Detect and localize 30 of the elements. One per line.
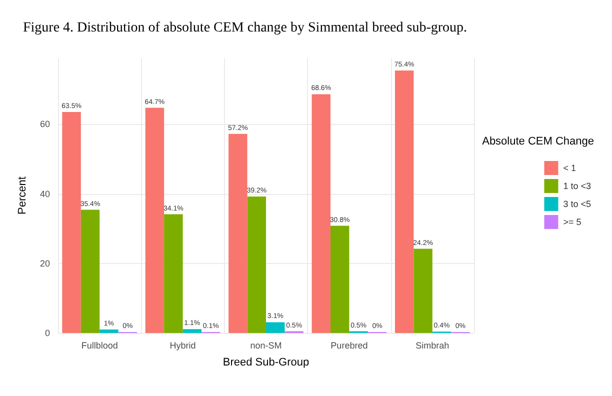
x-tick-label: Fullblood [81, 340, 118, 350]
bar [80, 210, 100, 333]
x-tick-label: non-SM [250, 340, 282, 350]
bar [62, 112, 81, 333]
legend-title: Absolute CEM Change [482, 136, 594, 148]
y-tick-label: 60 [40, 119, 50, 130]
bar [312, 94, 330, 333]
legend-label: 1 to <3 [563, 181, 592, 191]
bar [414, 248, 432, 333]
bar [100, 330, 118, 333]
bar [247, 196, 266, 333]
x-tick-label: Purebred [330, 340, 368, 350]
bar [330, 226, 350, 333]
x-tick-label: Simbrah [416, 340, 450, 350]
y-tick-label: 20 [40, 258, 50, 268]
bar [394, 70, 414, 333]
x-axis-title: Breed Sub-Group [222, 356, 310, 368]
legend-label: 3 to <5 [563, 199, 592, 209]
bar [228, 134, 248, 333]
legend-label: < 1 [563, 163, 576, 173]
bar [182, 329, 202, 333]
y-tick-label: 0 [44, 328, 50, 338]
chart-title: Figure 4. Distribution of absolute CEM change by Simmental breed sub-group. [23, 20, 468, 36]
bar [164, 214, 183, 333]
bar [145, 108, 164, 333]
x-tick-label: Hybrid [170, 340, 196, 350]
y-axis-title: Percent [16, 176, 28, 214]
y-tick-label: 40 [40, 188, 50, 199]
legend-label: >= 5 [563, 217, 582, 227]
bar [266, 322, 285, 333]
